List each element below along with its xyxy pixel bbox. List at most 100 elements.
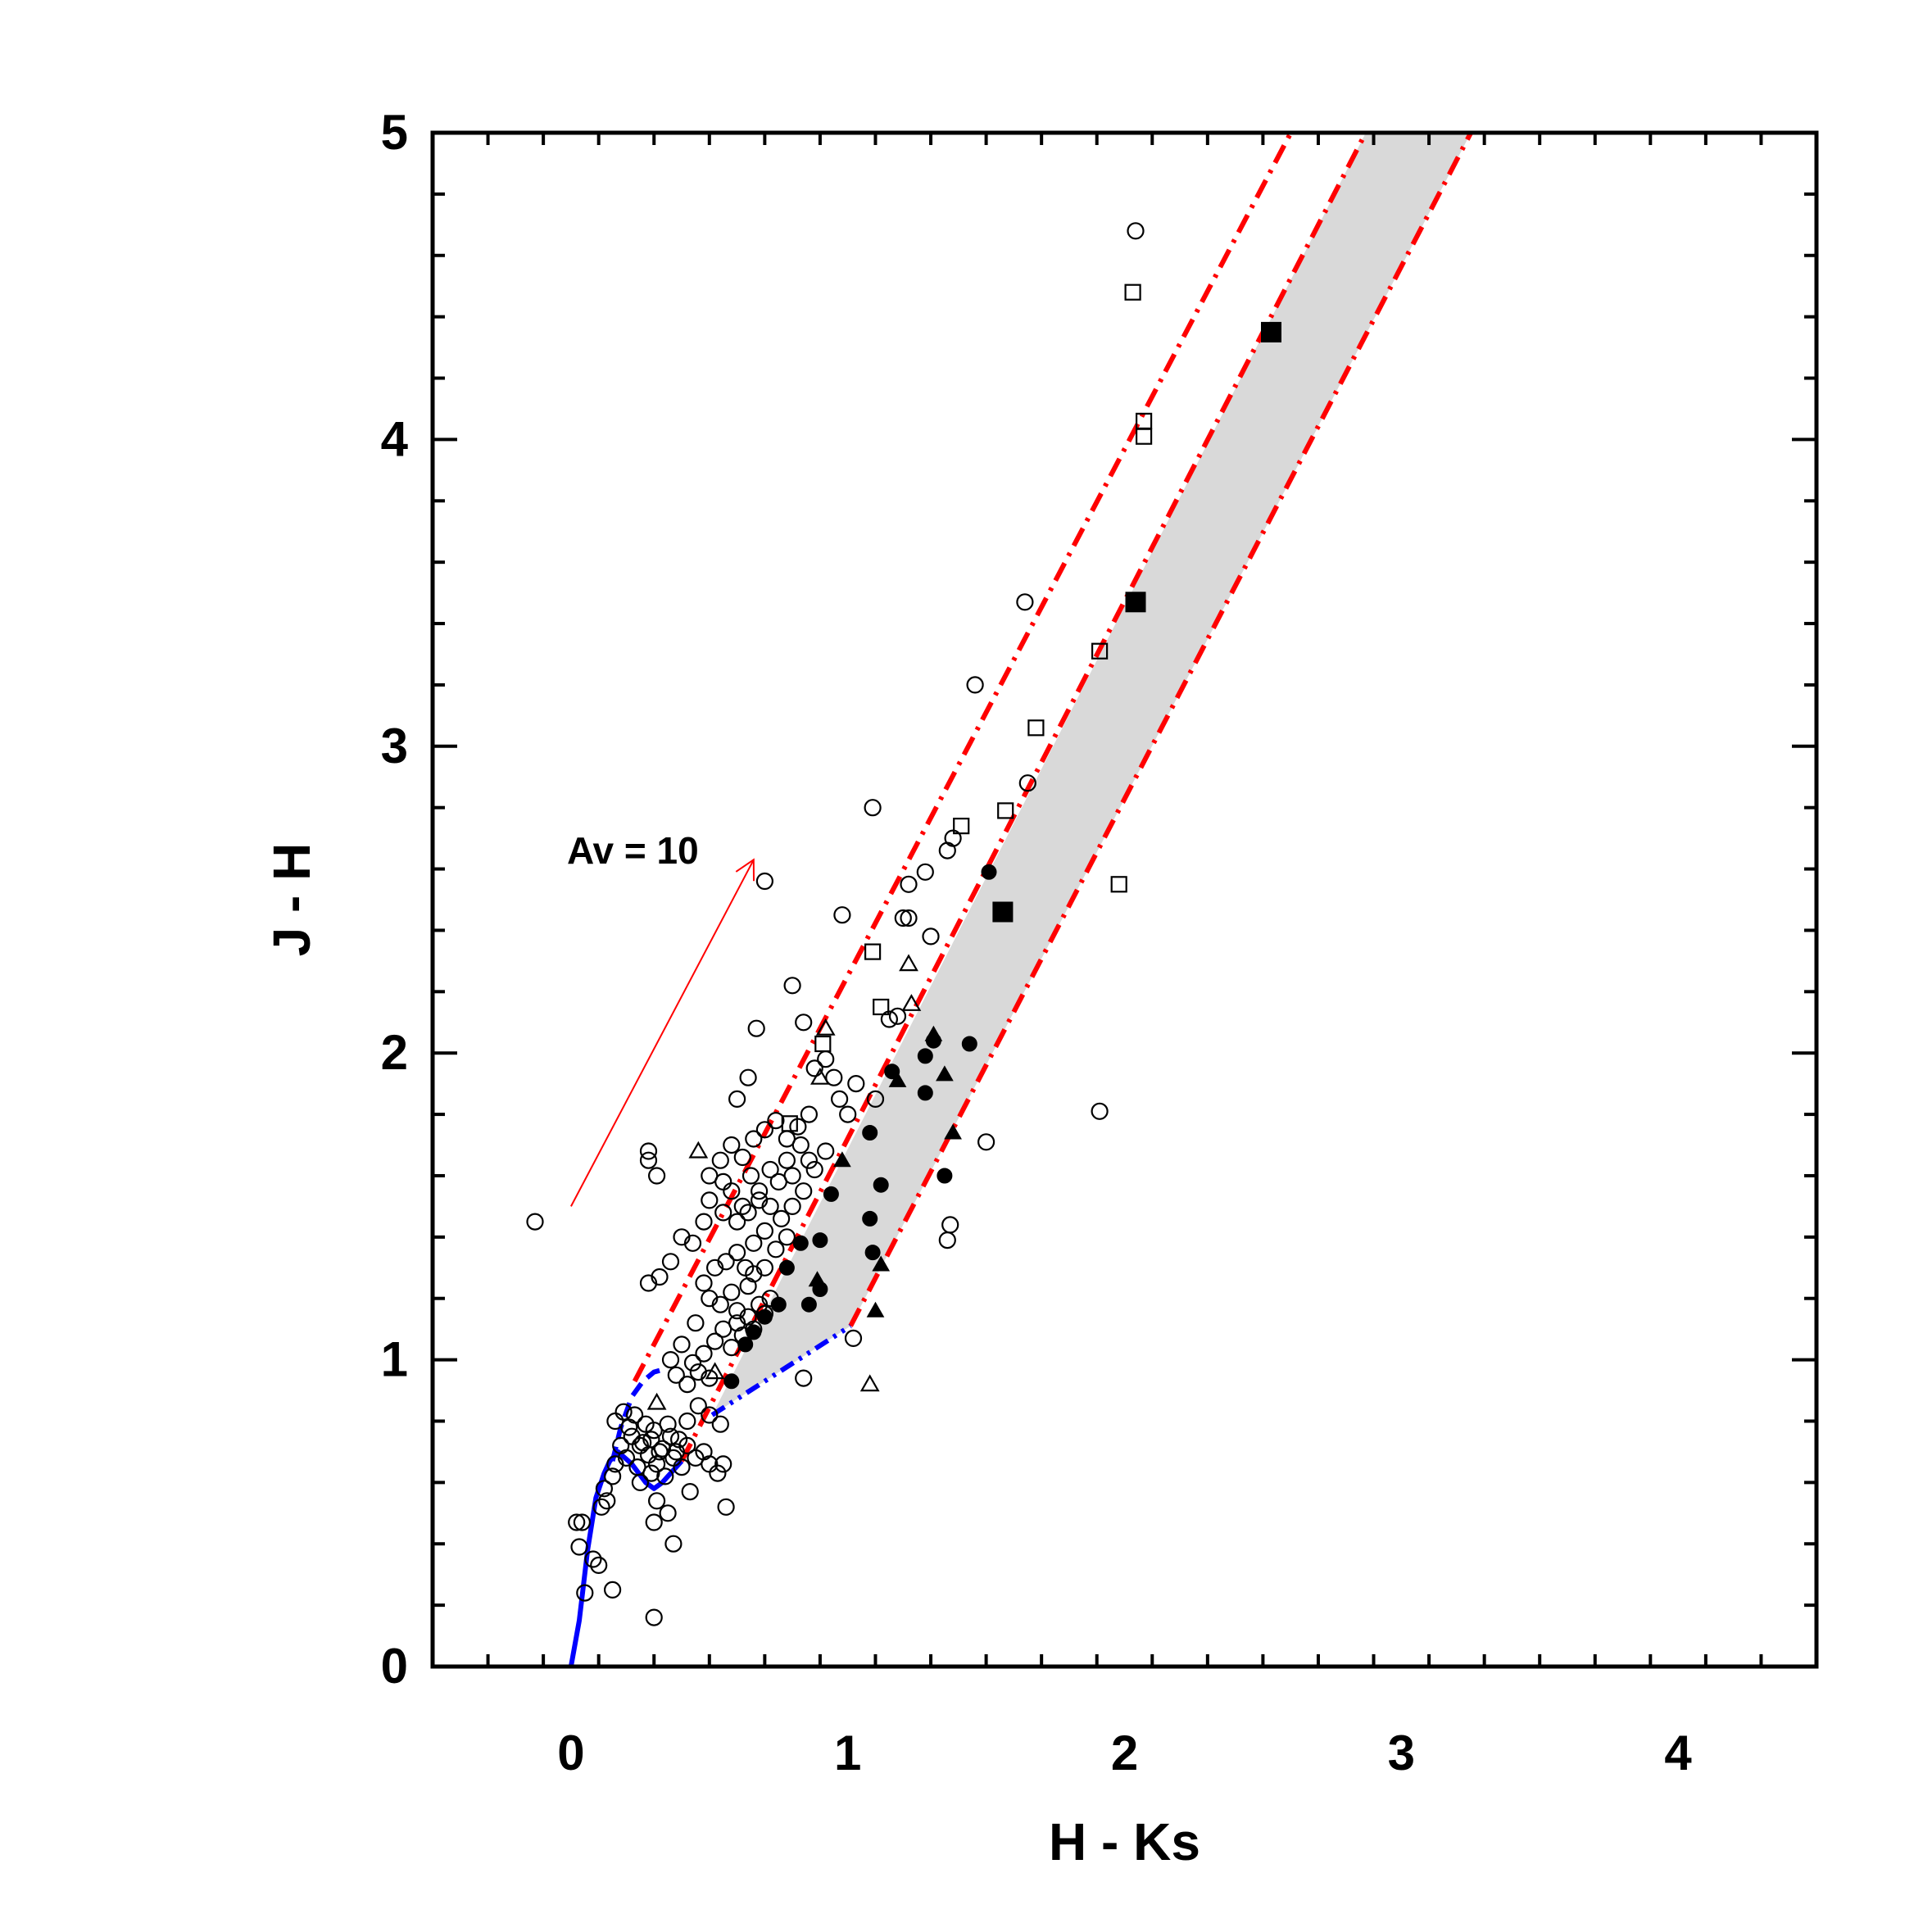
data-point-open-circle: [647, 1167, 666, 1185]
data-point-open-circle: [728, 1302, 746, 1320]
data-point-filled-circle: [864, 1245, 881, 1261]
data-point-open-circle: [576, 1584, 594, 1602]
data-point-open-circle: [678, 1375, 696, 1394]
data-point-open-circle: [695, 1274, 713, 1292]
data-point-open-triangle: [705, 1362, 725, 1380]
data-point-filled-triangle: [944, 1123, 962, 1140]
data-point-open-square: [814, 1035, 832, 1053]
data-point-open-circle: [714, 1204, 732, 1222]
data-point-open-circle: [695, 1213, 713, 1231]
data-point-open-circle: [573, 1513, 592, 1531]
x-tick-label: 0: [557, 1726, 584, 1780]
data-point-open-circle: [800, 1105, 819, 1123]
data-point-open-circle: [683, 1354, 702, 1372]
data-point-open-triangle: [810, 1067, 830, 1085]
y-tick-label: 2: [381, 1025, 408, 1080]
data-point-filled-circle: [723, 1373, 740, 1390]
data-point-filled-circle: [746, 1324, 762, 1340]
data-point-filled-circle: [812, 1232, 828, 1249]
data-point-open-circle: [642, 1431, 660, 1449]
data-point-open-circle: [880, 1010, 899, 1028]
data-point-open-circle: [728, 1243, 746, 1262]
data-point-open-circle: [888, 1007, 907, 1025]
data-point-open-circle: [755, 872, 774, 891]
data-point-open-circle: [737, 1259, 755, 1277]
data-point-open-circle: [966, 676, 984, 694]
series-open-square: [781, 283, 1153, 1132]
data-point-filled-triangle: [936, 1065, 954, 1082]
data-point-open-circle: [645, 1513, 663, 1531]
data-point-filled-circle: [917, 1048, 933, 1064]
data-point-open-square: [1124, 283, 1141, 301]
data-point-open-circle: [526, 1213, 544, 1231]
data-point-open-circle: [728, 1090, 746, 1109]
data-point-open-square: [1091, 642, 1109, 660]
data-point-open-circle: [733, 1148, 751, 1167]
data-point-open-circle: [568, 1513, 586, 1531]
data-point-open-circle: [584, 1550, 602, 1568]
data-point-filled-square: [1125, 592, 1146, 613]
series-filled-triangle: [808, 1025, 962, 1317]
data-point-open-circle: [747, 1019, 765, 1037]
data-point-open-circle: [664, 1535, 683, 1553]
data-point-open-circle: [659, 1504, 677, 1522]
data-point-open-square: [873, 998, 890, 1016]
axes-layer: [430, 130, 1819, 1669]
data-point-open-square: [1027, 719, 1045, 737]
data-point-filled-triangle: [888, 1071, 907, 1087]
data-point-open-circle: [723, 1283, 741, 1301]
data-point-open-circle: [711, 1415, 729, 1433]
data-point-filled-triangle: [833, 1151, 851, 1168]
data-point-open-triangle: [859, 1374, 880, 1392]
data-point-open-circle: [795, 1182, 813, 1200]
reddening-vector-layer: Av = 10: [567, 829, 755, 1207]
data-point-open-circle: [1127, 222, 1145, 240]
data-point-open-circle: [900, 875, 918, 893]
data-point-open-circle: [844, 1329, 863, 1348]
data-point-open-circle: [711, 1295, 729, 1313]
data-point-open-circle: [717, 1498, 735, 1516]
data-point-open-circle: [651, 1268, 669, 1286]
ctts-locus-line: [710, 1323, 852, 1417]
data-point-open-circle: [615, 1403, 633, 1421]
data-point-open-circle: [783, 977, 801, 995]
data-point-open-square: [953, 817, 970, 835]
data-point-open-square: [997, 802, 1014, 819]
data-point-open-circle: [916, 863, 934, 881]
data-point-open-circle: [783, 1167, 801, 1185]
series-filled-circle: [723, 864, 997, 1390]
data-point-open-square: [1135, 412, 1153, 429]
data-point-filled-circle: [778, 1259, 795, 1276]
data-point-open-square: [864, 943, 882, 960]
data-point-open-circle: [667, 1366, 685, 1384]
reddening-vector-shaft: [570, 859, 755, 1207]
data-point-open-circle: [717, 1253, 735, 1271]
data-point-open-circle: [617, 1449, 636, 1467]
data-point-open-circle: [678, 1412, 696, 1431]
giant-branch-line: [610, 1366, 666, 1462]
data-point-open-circle: [847, 1074, 865, 1093]
data-point-open-circle: [1091, 1102, 1109, 1120]
series-open-circle: [526, 222, 1145, 1626]
data-point-open-circle: [701, 1406, 719, 1424]
data-point-open-circle: [653, 1440, 672, 1458]
dwarf-locus-line: [568, 1449, 684, 1667]
shaded-band-layer: [712, 133, 1472, 1415]
data-point-open-circle: [733, 1197, 751, 1216]
data-point-open-triangle: [815, 1018, 836, 1036]
x-tick-label: 4: [1664, 1726, 1692, 1780]
data-point-open-circle: [772, 1209, 791, 1228]
y-tick-label: 0: [381, 1639, 408, 1694]
data-point-filled-triangle: [808, 1271, 827, 1287]
data-point-open-circle: [745, 1234, 763, 1252]
data-point-open-circle: [595, 1480, 614, 1498]
data-point-open-circle: [767, 1240, 785, 1259]
data-point-open-circle: [728, 1213, 746, 1231]
y-axis-title: J - H: [262, 843, 321, 957]
reddening-vector-label: Av = 10: [567, 829, 699, 872]
data-point-filled-circle: [862, 1210, 878, 1227]
data-point-filled-triangle: [866, 1301, 885, 1317]
series-filled-square: [992, 321, 1281, 923]
data-point-open-circle: [795, 1014, 813, 1032]
data-point-open-circle: [800, 1151, 819, 1169]
